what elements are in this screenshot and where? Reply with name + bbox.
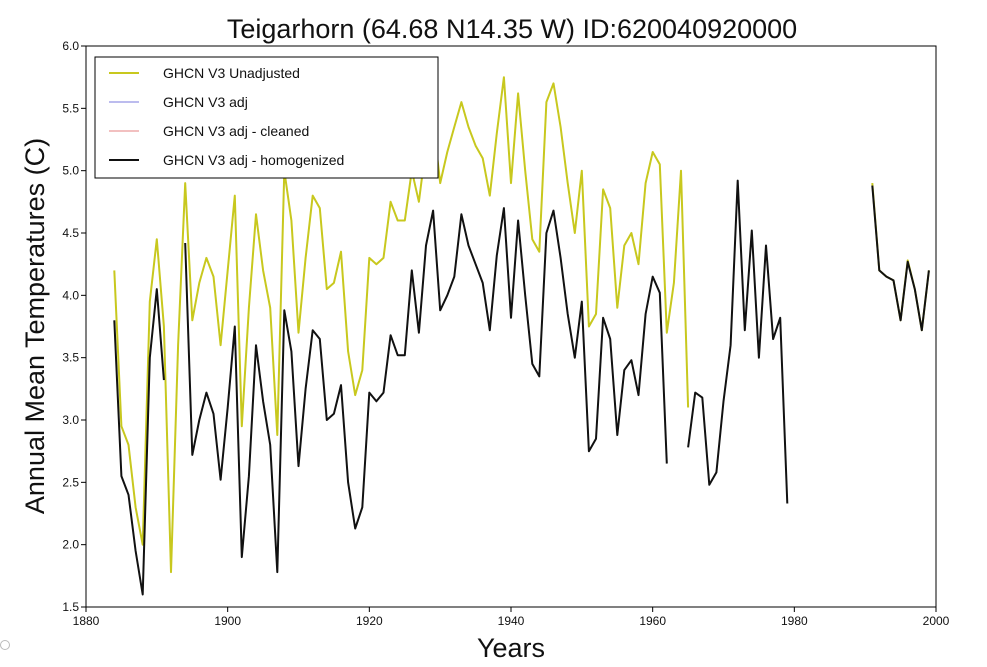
y-tick-label-4: 3.5: [62, 351, 79, 365]
series-3-segment-1: [184, 207, 668, 574]
x-axis-ticks: 1880 1900 1920 1940 1960 1980 2000: [73, 607, 950, 628]
legend-box: [94, 56, 439, 179]
x-tick-label-5: 1980: [781, 614, 808, 628]
series-3-segment-0: [113, 288, 165, 596]
legend-label-1: GHCN V3 adj: [163, 94, 248, 110]
legend-label-2: GHCN V3 adj - cleaned: [163, 123, 309, 139]
x-tick-label-1: 1900: [214, 614, 241, 628]
legend-label-0: GHCN V3 Unadjusted: [163, 65, 300, 81]
y-tick-label-3: 3.0: [62, 413, 79, 427]
x-tick-label-6: 2000: [923, 614, 950, 628]
plot-lines: [113, 76, 930, 596]
series-3-segment-2: [687, 179, 789, 504]
x-axis-label: Years: [477, 633, 545, 663]
x-tick-label-4: 1960: [639, 614, 666, 628]
series-0-segment-0: [113, 76, 690, 574]
y-tick-label-9: 6.0: [62, 39, 79, 53]
y-axis-ticks: 1.5 2.0 2.5 3.0 3.5 4.0 4.5 5.0 5.5 6.0: [62, 39, 86, 614]
y-axis-label: Annual Mean Temperatures (C): [20, 138, 50, 514]
corner-indicator-icon: [0, 640, 10, 650]
y-tick-label-8: 5.5: [62, 101, 79, 115]
x-tick-label-3: 1940: [498, 614, 525, 628]
y-tick-label-1: 2.0: [62, 538, 79, 552]
x-tick-label-2: 1920: [356, 614, 383, 628]
legend: GHCN V3 Unadjusted GHCN V3 adj GHCN V3 adj…: [94, 56, 439, 179]
y-tick-label-0: 1.5: [62, 600, 79, 614]
y-tick-label-5: 4.0: [62, 288, 79, 302]
y-tick-label-2: 2.5: [62, 475, 79, 489]
chart-title: Teigarhorn (64.68 N14.35 W) ID:620040920…: [227, 14, 797, 44]
series-3-segment-3: [871, 185, 930, 332]
y-tick-label-6: 4.5: [62, 226, 79, 240]
series-0-segment-1: [871, 183, 930, 332]
y-tick-label-7: 5.0: [62, 164, 79, 178]
x-tick-label-0: 1880: [73, 614, 100, 628]
legend-label-3: GHCN V3 adj - homogenized: [163, 152, 344, 168]
